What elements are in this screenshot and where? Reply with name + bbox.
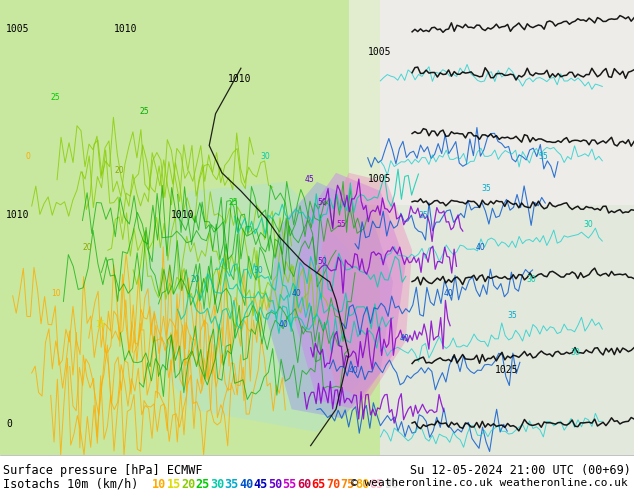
Text: 0: 0	[6, 419, 12, 429]
Text: 55: 55	[283, 478, 297, 490]
Text: 30: 30	[526, 275, 536, 284]
Text: 20: 20	[190, 275, 200, 284]
Text: Surface pressure [hPa] ECMWF: Surface pressure [hPa] ECMWF	[3, 464, 202, 477]
Text: 75: 75	[340, 478, 355, 490]
Text: 65: 65	[311, 478, 326, 490]
Text: 1010: 1010	[228, 74, 252, 84]
Text: 20: 20	[181, 478, 195, 490]
Text: 30: 30	[583, 220, 593, 229]
Text: 40: 40	[349, 366, 358, 375]
Text: 35: 35	[224, 478, 239, 490]
Polygon shape	[292, 173, 406, 409]
Text: 30: 30	[210, 478, 224, 490]
Text: 15: 15	[95, 320, 105, 329]
Text: 1010: 1010	[171, 210, 195, 221]
Text: 10: 10	[152, 478, 166, 490]
Text: 40: 40	[444, 289, 453, 297]
Text: 25: 25	[139, 107, 149, 116]
Text: 10: 10	[51, 289, 60, 297]
Text: 35: 35	[482, 184, 491, 193]
Text: 20: 20	[82, 243, 92, 252]
Text: 20: 20	[114, 166, 124, 175]
Text: 30: 30	[571, 348, 580, 357]
Text: 80: 80	[355, 478, 369, 490]
Text: 55: 55	[336, 220, 346, 229]
Text: 85: 85	[370, 478, 384, 490]
Text: 25: 25	[195, 478, 210, 490]
Text: 1010: 1010	[6, 210, 30, 221]
Text: 40: 40	[239, 478, 253, 490]
Text: 45: 45	[254, 478, 268, 490]
Text: 40: 40	[476, 243, 485, 252]
Text: 1005: 1005	[368, 47, 391, 56]
Polygon shape	[317, 173, 412, 400]
Text: 15: 15	[167, 478, 181, 490]
Text: 70: 70	[326, 478, 340, 490]
Text: 30: 30	[254, 266, 263, 275]
Polygon shape	[266, 182, 393, 418]
Polygon shape	[139, 182, 368, 432]
Text: Su 12-05-2024 21:00 UTC (00+69): Su 12-05-2024 21:00 UTC (00+69)	[410, 464, 631, 477]
Text: 25: 25	[51, 93, 60, 102]
Text: 60: 60	[297, 478, 311, 490]
Text: 35: 35	[539, 152, 548, 161]
Text: 1025: 1025	[495, 365, 518, 375]
Text: 45: 45	[304, 175, 314, 184]
Text: 50: 50	[317, 257, 327, 266]
Polygon shape	[380, 0, 634, 455]
Text: 0: 0	[25, 152, 30, 161]
Text: 1005: 1005	[368, 174, 391, 184]
Text: 30: 30	[260, 152, 269, 161]
Text: 40: 40	[399, 334, 409, 343]
Text: 50: 50	[317, 197, 327, 207]
Text: 1010: 1010	[114, 24, 138, 34]
Text: 40: 40	[292, 289, 301, 297]
Text: 90: 90	[384, 478, 398, 490]
Text: 1005: 1005	[6, 24, 30, 34]
Text: 35: 35	[507, 311, 517, 320]
Text: © weatheronline.co.uk weatheronline.co.uk: © weatheronline.co.uk weatheronline.co.u…	[351, 478, 628, 488]
Text: 40: 40	[279, 320, 288, 329]
Text: 50: 50	[268, 478, 282, 490]
Text: 35: 35	[418, 211, 428, 220]
Polygon shape	[349, 0, 634, 205]
Text: Isotachs 10m (km/h): Isotachs 10m (km/h)	[3, 478, 138, 490]
Text: 25: 25	[228, 197, 238, 207]
